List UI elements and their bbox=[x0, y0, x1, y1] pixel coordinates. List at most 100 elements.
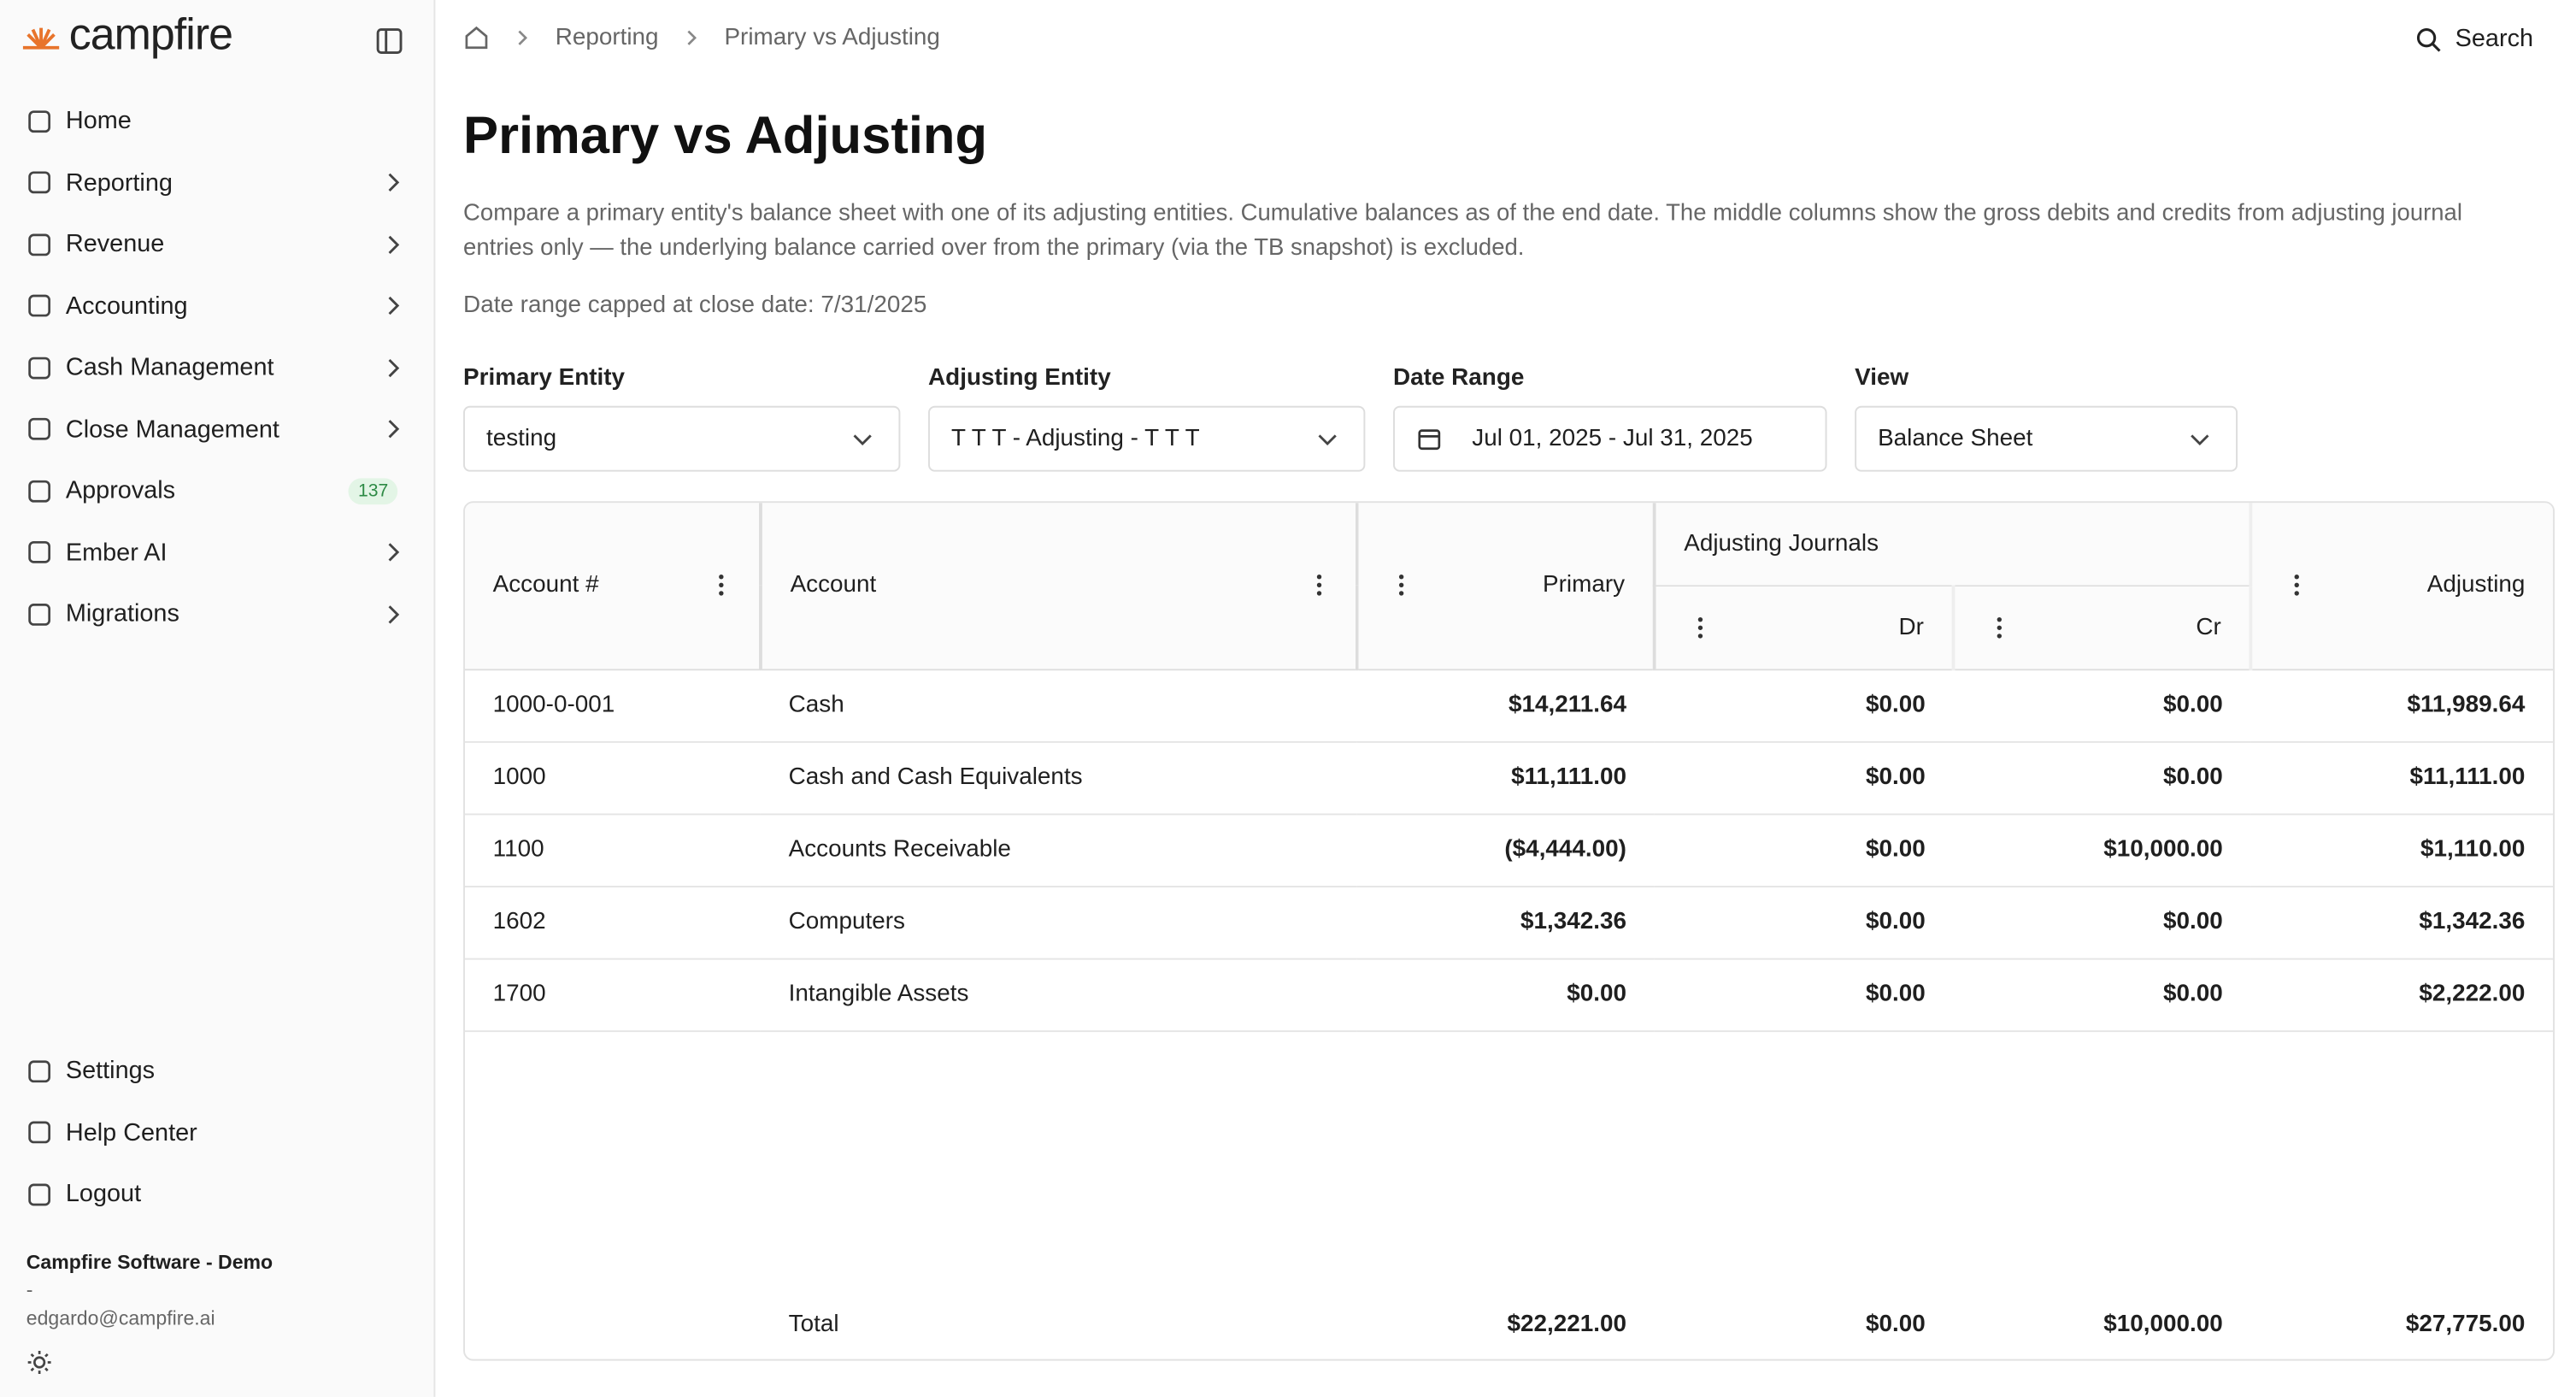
nav-item[interactable]: Home bbox=[0, 91, 433, 152]
column-header[interactable]: Dr bbox=[1654, 585, 1956, 669]
table-spacer bbox=[465, 1031, 2553, 1288]
nav-item[interactable]: Revenue bbox=[0, 214, 433, 275]
collapse-icon[interactable] bbox=[376, 28, 403, 55]
column-label: Account bbox=[790, 572, 877, 599]
theme-toggle[interactable] bbox=[26, 1349, 53, 1376]
table-cell: $0.00 bbox=[1654, 669, 1954, 742]
table-row: 1000 Cash and Cash Equivalents $11,111.00 $… bbox=[464, 740, 2554, 815]
table-cell: $2,222.00 bbox=[2250, 958, 2554, 1032]
table-cell: $0.00 bbox=[1953, 958, 2251, 1032]
nav-icon bbox=[28, 109, 51, 133]
nav-item[interactable]: Reporting bbox=[0, 152, 433, 214]
sidebar: campfire Home Reporting Revenue Accounting C… bbox=[0, 0, 436, 1397]
filter-select[interactable]: T T T - Adjusting - T T T bbox=[928, 405, 1366, 472]
total-row: Total $22,221.00 $0.00 $10,000.00 $27,775.00 bbox=[465, 1288, 2553, 1359]
filter-label: Adjusting Entity bbox=[928, 364, 1111, 392]
nav-label: Cash Management bbox=[65, 353, 274, 382]
breadcrumb-separator bbox=[687, 30, 697, 45]
table-cell: $11,111.00 bbox=[2250, 740, 2554, 815]
table-cell: $0.00 bbox=[1654, 740, 1954, 815]
table-cell: ($4,444.00) bbox=[1356, 813, 1655, 887]
nav-item[interactable]: Settings bbox=[0, 1040, 433, 1102]
nav-icon bbox=[28, 480, 51, 503]
chevron bbox=[388, 604, 400, 624]
table-cell: $11,111.00 bbox=[1356, 740, 1655, 815]
nav-icon bbox=[28, 418, 51, 441]
nav-item[interactable]: Logout bbox=[0, 1164, 433, 1225]
nav-item[interactable]: Accounting bbox=[0, 275, 433, 337]
total-cell: $0.00 bbox=[1866, 1310, 1926, 1337]
column-header[interactable]: Account # bbox=[464, 503, 762, 669]
nav-item[interactable]: Migrations bbox=[0, 583, 433, 645]
filter-label: View bbox=[1855, 364, 1909, 392]
table-body: 1000-0-001 Cash $14,211.64 $0.00 $0.00 $11,98… bbox=[464, 669, 2554, 1032]
brand-name: campfire bbox=[68, 9, 233, 60]
column-label: Primary bbox=[1543, 572, 1626, 599]
date-note: Date range capped at close date: 7/31/20… bbox=[463, 292, 927, 319]
column-menu bbox=[1316, 575, 1322, 597]
nav: Home Reporting Revenue Accounting Cash Manag… bbox=[0, 91, 433, 645]
nav-item[interactable]: Approvals 137 bbox=[0, 460, 433, 522]
dropdown-icon bbox=[853, 434, 872, 446]
search-icon bbox=[2417, 27, 2442, 51]
chevron bbox=[388, 543, 400, 562]
nav-item[interactable]: Close Management bbox=[0, 398, 433, 460]
table-total: Total $22,221.00 $0.00 $10,000.00 $27,775.00 bbox=[465, 1288, 2553, 1359]
nav-icon bbox=[28, 171, 51, 194]
total-table: Total $22,221.00 $0.00 $10,000.00 $27,775.00 bbox=[465, 1288, 2553, 1359]
column-menu bbox=[1997, 616, 2003, 638]
filter-select[interactable]: Balance Sheet bbox=[1855, 405, 2238, 472]
table-cell: 1000 bbox=[464, 740, 761, 815]
filter-value: T T T - Adjusting - T T T bbox=[950, 425, 1200, 452]
table-cell: $1,110.00 bbox=[2250, 813, 2554, 887]
table-cell: $1,342.36 bbox=[2250, 886, 2554, 959]
total-cell: Total bbox=[788, 1310, 839, 1337]
filter-select[interactable]: Jul 01, 2025 - Jul 31, 2025 bbox=[1393, 405, 1827, 472]
column-label: Dr bbox=[1898, 613, 1924, 640]
column-header[interactable]: Account bbox=[760, 503, 1359, 669]
table-cell: Computers bbox=[760, 886, 1357, 959]
filter-label: Date Range bbox=[1393, 364, 1525, 392]
nav-item[interactable]: Help Center bbox=[0, 1102, 433, 1164]
breadcrumb-item: Primary vs Adjusting bbox=[724, 24, 940, 51]
nav-label: Reporting bbox=[65, 168, 173, 197]
table-cell: $0.00 bbox=[1953, 669, 2251, 742]
table-cell: $0.00 bbox=[1654, 958, 1954, 1032]
column-header[interactable]: Primary bbox=[1356, 503, 1656, 669]
table-cell: $10,000.00 bbox=[1953, 813, 2251, 887]
header-row: Dr Cr bbox=[465, 585, 2553, 669]
nav-item[interactable]: Ember AI bbox=[0, 522, 433, 583]
nav-label: Close Management bbox=[65, 415, 279, 444]
column-label: Account # bbox=[492, 572, 599, 599]
filter-label: Primary Entity bbox=[463, 364, 626, 392]
total-cell: $27,775.00 bbox=[2405, 1310, 2526, 1337]
breadcrumb-item[interactable]: Reporting bbox=[555, 24, 659, 51]
filter-select[interactable]: testing bbox=[463, 405, 901, 472]
table-cell: Accounts Receivable bbox=[760, 813, 1357, 887]
dropdown-icon bbox=[2191, 434, 2209, 446]
filter: Primary Entity testing bbox=[463, 364, 901, 472]
nav-label: Accounting bbox=[65, 292, 188, 321]
nav-icon bbox=[28, 295, 51, 317]
page-title: Primary vs Adjusting bbox=[463, 105, 988, 165]
chevron bbox=[388, 297, 400, 315]
breadcrumb: Reporting Primary vs Adjusting bbox=[463, 25, 940, 51]
badge: 137 bbox=[348, 477, 398, 504]
nav-label: Revenue bbox=[65, 230, 165, 259]
home-icon[interactable] bbox=[463, 25, 490, 51]
search-button[interactable]: Search bbox=[2416, 25, 2533, 53]
brand-logo bbox=[22, 27, 60, 49]
nav-item[interactable]: Cash Management bbox=[0, 337, 433, 398]
nav-label: Help Center bbox=[65, 1118, 197, 1147]
column-header[interactable]: Adjusting bbox=[2250, 503, 2554, 669]
table-cell: Cash and Cash Equivalents bbox=[760, 740, 1357, 815]
table-row: 1700 Intangible Assets $0.00 $0.00 $0.00 $2,2… bbox=[464, 958, 2554, 1032]
table-row: 1100 Accounts Receivable ($4,444.00) $0.00 $… bbox=[464, 813, 2554, 887]
user-email: edgardo@campfire.ai bbox=[26, 1306, 215, 1330]
column-menu bbox=[1697, 616, 1703, 638]
chevron bbox=[388, 235, 400, 254]
column-header[interactable]: Cr bbox=[1953, 585, 2253, 669]
nav-label: Ember AI bbox=[65, 539, 168, 567]
column-group-header: Adjusting Journals bbox=[1654, 503, 2253, 587]
brand[interactable]: campfire bbox=[20, 9, 233, 62]
